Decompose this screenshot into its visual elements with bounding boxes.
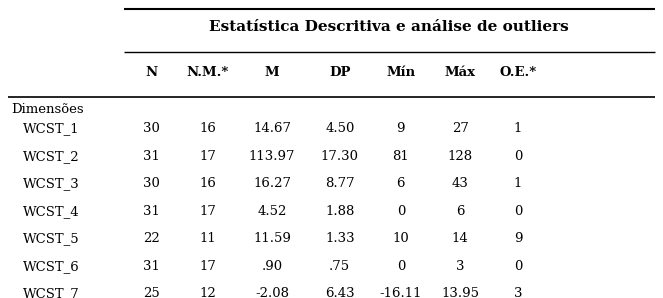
Text: WCST_5: WCST_5 — [23, 232, 79, 245]
Text: 11: 11 — [200, 232, 216, 245]
Text: 4.52: 4.52 — [257, 205, 287, 218]
Text: 113.97: 113.97 — [249, 150, 295, 163]
Text: M: M — [265, 66, 279, 79]
Text: 31: 31 — [143, 150, 160, 163]
Text: 9: 9 — [514, 232, 522, 245]
Text: DP: DP — [329, 66, 351, 79]
Text: Dimensões: Dimensões — [11, 103, 84, 116]
Text: 1.33: 1.33 — [325, 232, 355, 245]
Text: 16.27: 16.27 — [253, 177, 291, 190]
Text: 31: 31 — [143, 260, 160, 273]
Text: 17: 17 — [200, 205, 216, 218]
Text: 8.77: 8.77 — [325, 177, 355, 190]
Text: Mín: Mín — [387, 66, 416, 79]
Text: 128: 128 — [448, 150, 473, 163]
Text: 16: 16 — [200, 122, 216, 135]
Text: 3: 3 — [514, 287, 522, 298]
Text: WCST_2: WCST_2 — [23, 150, 79, 163]
Text: -2.08: -2.08 — [255, 287, 289, 298]
Text: 1: 1 — [514, 177, 522, 190]
Text: 0: 0 — [396, 260, 405, 273]
Text: 13.95: 13.95 — [442, 287, 479, 298]
Text: WCST_7: WCST_7 — [23, 287, 80, 298]
Text: 0: 0 — [514, 260, 522, 273]
Text: 9: 9 — [396, 122, 405, 135]
Text: 3: 3 — [456, 260, 465, 273]
Text: .90: .90 — [261, 260, 282, 273]
Text: WCST_3: WCST_3 — [23, 177, 80, 190]
Text: 6.43: 6.43 — [325, 287, 355, 298]
Text: 22: 22 — [143, 232, 160, 245]
Text: 0: 0 — [514, 205, 522, 218]
Text: 27: 27 — [452, 122, 469, 135]
Text: 31: 31 — [143, 205, 160, 218]
Text: Máx: Máx — [445, 66, 476, 79]
Text: WCST_6: WCST_6 — [23, 260, 80, 273]
Text: 0: 0 — [396, 205, 405, 218]
Text: 14.67: 14.67 — [253, 122, 291, 135]
Text: 30: 30 — [143, 177, 160, 190]
Text: O.E.*: O.E.* — [499, 66, 536, 79]
Text: 14: 14 — [452, 232, 469, 245]
Text: 12: 12 — [200, 287, 216, 298]
Text: 1: 1 — [514, 122, 522, 135]
Text: 81: 81 — [392, 150, 409, 163]
Text: 25: 25 — [143, 287, 160, 298]
Text: Estatística Descritiva e análise de outliers: Estatística Descritiva e análise de outl… — [210, 20, 569, 34]
Text: 43: 43 — [452, 177, 469, 190]
Text: 17.30: 17.30 — [321, 150, 359, 163]
Text: 16: 16 — [200, 177, 216, 190]
Text: 10: 10 — [392, 232, 409, 245]
Text: 11.59: 11.59 — [253, 232, 291, 245]
Text: N.M.*: N.M.* — [186, 66, 229, 79]
Text: N: N — [145, 66, 158, 79]
Text: 30: 30 — [143, 122, 160, 135]
Text: 17: 17 — [200, 150, 216, 163]
Text: WCST_4: WCST_4 — [23, 205, 79, 218]
Text: WCST_1: WCST_1 — [23, 122, 79, 135]
Text: 1.88: 1.88 — [325, 205, 355, 218]
Text: 6: 6 — [456, 205, 465, 218]
Text: 6: 6 — [396, 177, 405, 190]
Text: 4.50: 4.50 — [325, 122, 355, 135]
Text: 17: 17 — [200, 260, 216, 273]
Text: 0: 0 — [514, 150, 522, 163]
Text: .75: .75 — [330, 260, 350, 273]
Text: -16.11: -16.11 — [380, 287, 422, 298]
